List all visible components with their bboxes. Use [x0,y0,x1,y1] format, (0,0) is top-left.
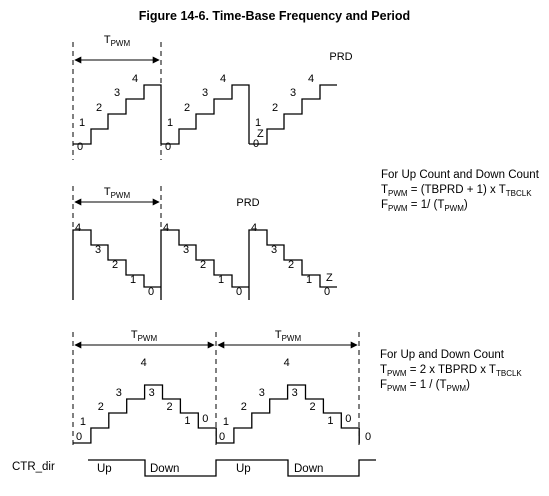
count-value-label: 0 [365,431,371,443]
count-value-label: 3 [149,387,155,399]
down-count-ramp [160,229,249,300]
count-value-label: 2 [98,401,104,413]
figure-title: Figure 14-6. Time-Base Frequency and Per… [138,9,411,23]
count-value-label: 3 [292,387,298,399]
count-value-label: 2 [310,401,316,413]
count-value-label: 4 [132,73,138,85]
count-value-label: 4 [75,222,81,234]
count-value-label: 4 [141,357,147,369]
count-value-label: 4 [163,222,169,234]
count-value-label: 1 [167,117,173,129]
count-value-label: 2 [96,102,102,114]
count-value-label: 1 [223,416,229,428]
count-value-label: 0 [148,286,154,298]
count-value-label: 2 [200,259,206,271]
count-value-label: 2 [272,102,278,114]
count-value-label: 1 [218,274,224,286]
down-count-ramp [72,229,161,300]
up-count-ramp [249,84,337,145]
tpwm-label: TPWM [131,329,158,343]
count-value-label: 2 [112,259,118,271]
count-value-label: 3 [183,244,189,256]
up-down-count-ramp [216,384,360,444]
count-value-label: 0 [165,141,171,153]
period-formula: TPWM = 2 x TBPRD x TTBCLK [380,364,522,378]
ctr-dir-waveform [88,459,376,477]
frequency-formula: FPWM = 1/ (TPWM) [381,199,468,213]
count-value-label: 0 [236,286,242,298]
ctr-dir-down-label: Down [294,463,323,475]
count-value-label: 3 [114,87,120,99]
count-value-label: 3 [95,244,101,256]
count-value-label: 3 [271,244,277,256]
count-value-label: 0 [345,413,351,425]
count-value-label: 1 [255,117,261,129]
count-value-label: 2 [288,259,294,271]
ctr-dir-up-label: Up [97,463,112,475]
tpwm-label: TPWM [104,186,131,200]
count-value-label: 2 [241,401,247,413]
tpwm-label: TPWM [104,34,131,48]
count-value-label: 1 [79,117,85,129]
count-value-label: 0 [77,141,83,153]
up-count-ramp [73,84,162,145]
count-value-label: 4 [220,73,226,85]
count-value-label: 1 [306,274,312,286]
count-value-label: 0 [76,431,82,443]
count-value-label: 4 [251,222,257,234]
count-value-label: 3 [116,387,122,399]
notes-up-and-down: For Up and Down Count TPWM = 2 x TBPRD x… [380,348,522,393]
count-value-label: 0 [324,286,330,298]
notes-up-or-down: For Up Count and Down Count TPWM = (TBPR… [381,168,539,213]
count-value-label: 2 [184,102,190,114]
count-value-label: 4 [284,357,290,369]
down-count-ramp [248,229,337,300]
zero-event-label: Z [257,128,264,140]
count-value-label: 1 [184,415,190,427]
zero-event-label: Z [326,272,333,284]
count-value-label: 3 [202,87,208,99]
up-down-count-ramp [73,384,217,444]
ctr-dir-label: CTR_dir [12,461,55,473]
count-value-label: 1 [327,415,333,427]
count-value-label: 0 [219,431,225,443]
ctr-dir-up-label: Up [236,463,251,475]
up-count-ramp [161,84,250,145]
frequency-formula: FPWM = 1 / (TPWM) [380,379,470,393]
prd-event-label: PRD [329,51,352,63]
count-value-label: 0 [202,413,208,425]
notes-heading: For Up and Down Count [380,349,505,361]
count-value-label: 3 [290,87,296,99]
count-value-label: 1 [80,416,86,428]
count-value-label: 4 [308,73,314,85]
ctr-dir-down-label: Down [150,463,179,475]
count-value-label: 0 [253,138,259,150]
tpwm-label: TPWM [275,329,302,343]
notes-heading: For Up Count and Down Count [381,169,539,181]
period-formula: TPWM = (TBPRD + 1) x TTBCLK [381,184,532,198]
prd-event-label: PRD [236,197,259,209]
count-value-label: 3 [259,387,265,399]
count-value-label: 2 [167,401,173,413]
count-value-label: 1 [130,274,136,286]
